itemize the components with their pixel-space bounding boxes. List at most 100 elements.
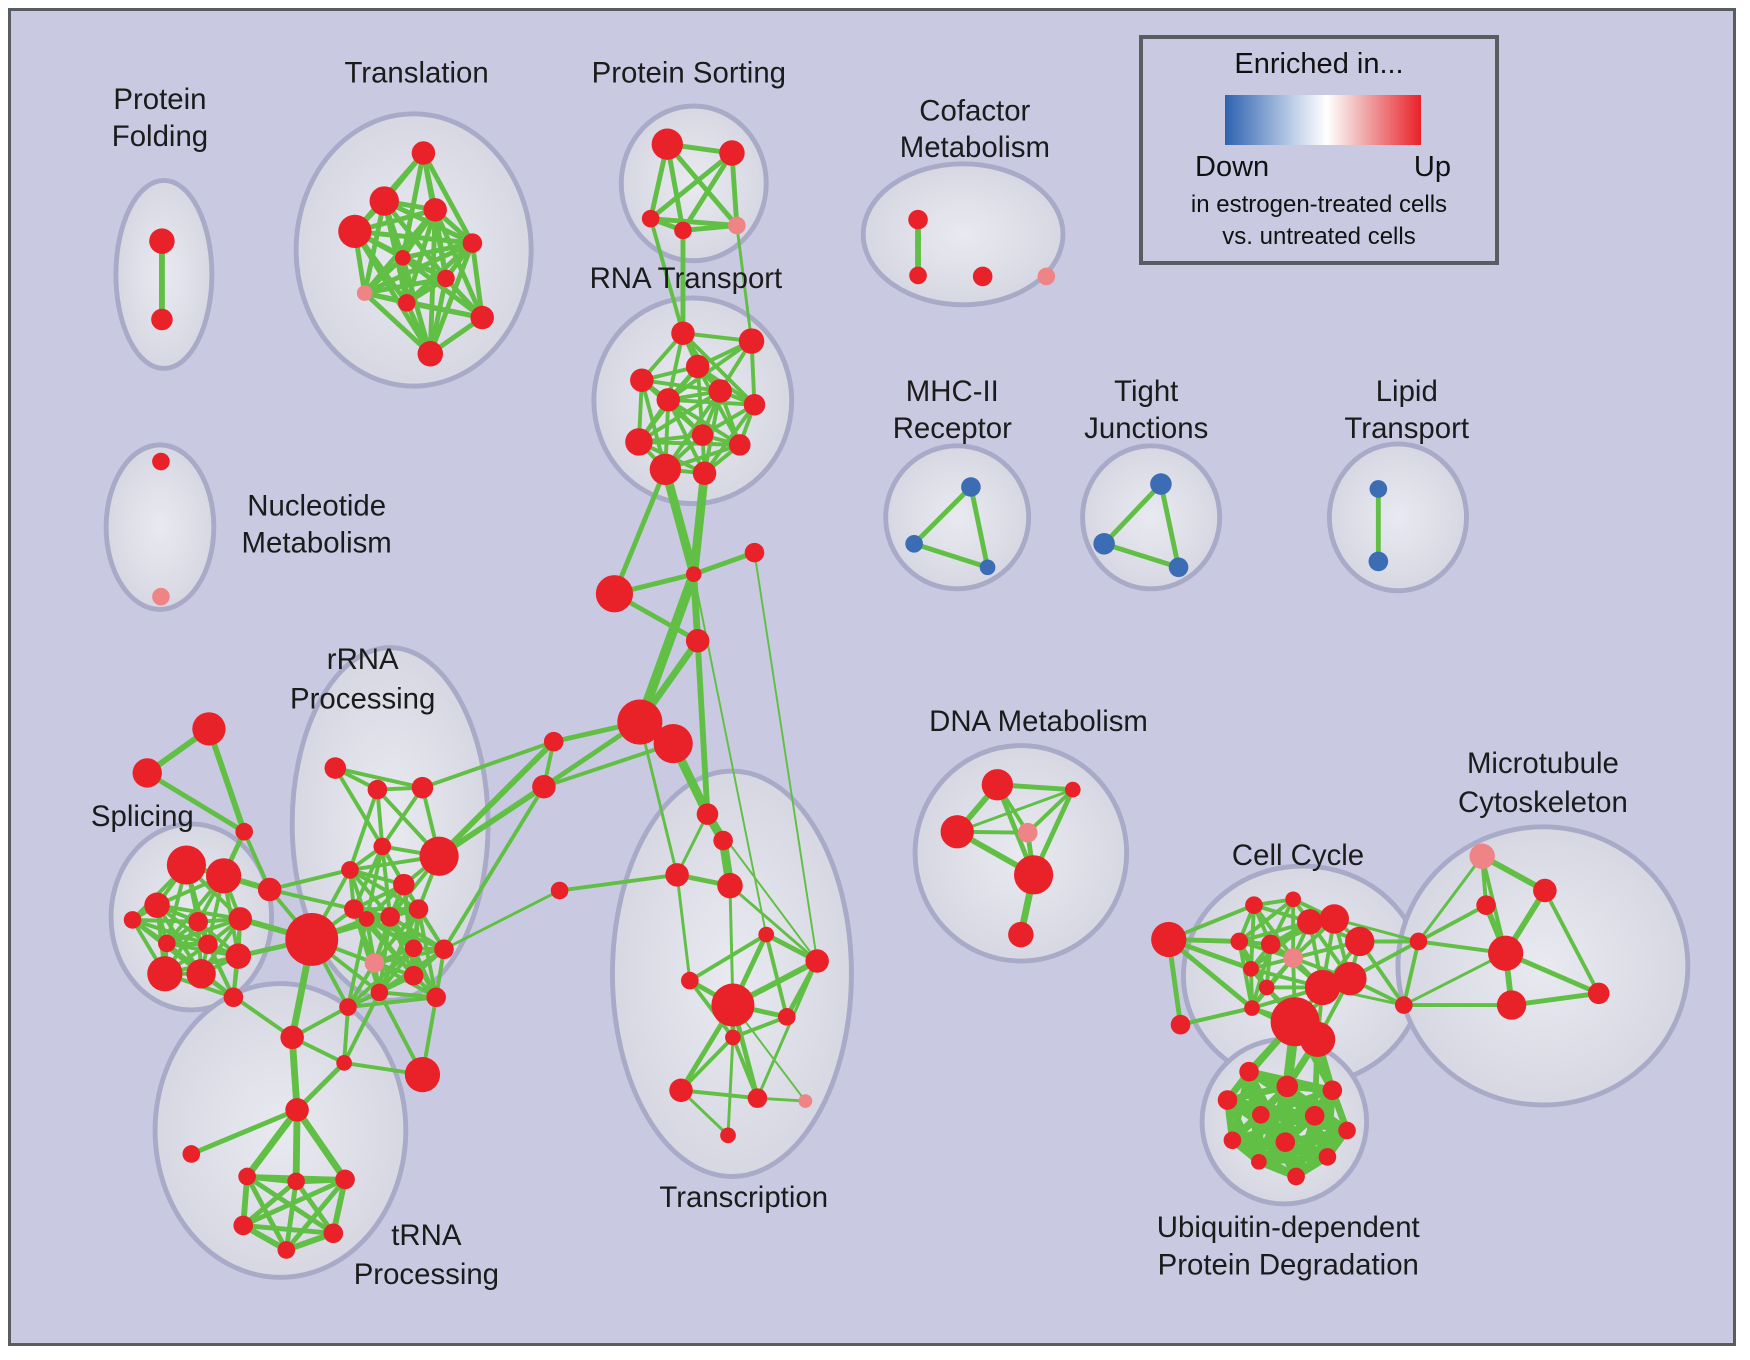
- node: [805, 949, 829, 973]
- node: [1322, 1080, 1343, 1101]
- edge: [1025, 787, 1075, 835]
- node: [685, 629, 710, 653]
- node: [1170, 1014, 1191, 1035]
- edge: [666, 397, 742, 447]
- edge: [267, 867, 352, 892]
- node: [335, 1169, 355, 1190]
- node: [419, 836, 459, 876]
- edge: [188, 1107, 300, 1157]
- cluster-label-splicing: Splicing: [91, 800, 194, 833]
- node: [1037, 267, 1056, 286]
- node: [1395, 996, 1413, 1014]
- node: [1008, 921, 1034, 948]
- edge: [377, 946, 416, 995]
- cluster-label-trna-processing: tRNA: [391, 1219, 462, 1252]
- cluster-label-tight-junctions: Tight: [1114, 375, 1178, 408]
- cluster-ellipse-mhc-ii-receptor: [883, 443, 1032, 592]
- edge: [1255, 1153, 1331, 1166]
- node: [369, 186, 399, 216]
- node: [641, 209, 660, 228]
- node: [651, 128, 683, 160]
- edge: [689, 468, 709, 579]
- node: [674, 221, 692, 240]
- edge: [362, 198, 387, 296]
- node: [206, 858, 242, 894]
- edge: [648, 150, 735, 222]
- edge: [240, 1176, 348, 1228]
- node: [1252, 1105, 1270, 1124]
- legend-up-label: Up: [1413, 151, 1451, 183]
- node: [691, 424, 714, 446]
- edge: [1237, 897, 1296, 944]
- edge: [362, 290, 433, 357]
- edge: [420, 739, 556, 790]
- node: [417, 341, 444, 367]
- cluster-label-rna-transport: RNA Transport: [590, 262, 783, 295]
- node: [1496, 990, 1527, 1020]
- node: [696, 803, 719, 825]
- node: [152, 587, 170, 606]
- edge: [638, 720, 679, 877]
- node: [397, 294, 416, 312]
- node: [940, 815, 974, 849]
- node: [1260, 934, 1281, 955]
- cluster-label-trna-processing: Processing: [354, 1258, 499, 1291]
- node: [1285, 891, 1301, 908]
- edge: [541, 741, 676, 789]
- figure-panel: Protein Folding Translation Protein Sorting…: [8, 8, 1736, 1346]
- edge: [557, 872, 680, 893]
- edge: [687, 978, 735, 1040]
- edge: [1250, 942, 1273, 1010]
- edge: [372, 907, 421, 965]
- node: [1230, 932, 1249, 951]
- node: [653, 724, 693, 764]
- node: [238, 1167, 256, 1186]
- node: [909, 266, 927, 285]
- node: [426, 987, 446, 1008]
- node: [462, 233, 483, 253]
- legend-gradient-bar: [1225, 95, 1421, 145]
- node: [1338, 1121, 1356, 1140]
- node: [720, 1127, 736, 1144]
- cluster-ellipse-lipid-transport: [1326, 441, 1469, 594]
- node: [669, 1078, 693, 1103]
- node: [692, 461, 717, 486]
- node: [1369, 480, 1388, 498]
- edge: [1158, 481, 1182, 570]
- node: [1223, 1131, 1242, 1150]
- edge: [442, 889, 562, 951]
- edge: [130, 917, 201, 924]
- edge: [634, 569, 699, 727]
- node: [149, 228, 175, 254]
- node: [437, 269, 455, 288]
- node: [277, 1241, 296, 1259]
- cluster-ellipse-tight-junctions: [1080, 443, 1223, 592]
- node: [719, 140, 745, 166]
- edge: [968, 484, 991, 570]
- node: [336, 1055, 352, 1071]
- node: [685, 354, 710, 379]
- cluster-label-protein-sorting: Protein Sorting: [592, 56, 786, 89]
- edge: [293, 1178, 336, 1236]
- node: [370, 983, 389, 1002]
- node: [1333, 962, 1367, 996]
- edge: [348, 787, 380, 872]
- cluster-label-ubiquitin-degradation: Protein Degradation: [1158, 1248, 1419, 1281]
- node: [729, 434, 751, 456]
- edge: [702, 402, 757, 476]
- cluster-label-microtubule-cytoskeleton: Cytoskeleton: [1458, 786, 1628, 819]
- node: [228, 907, 253, 931]
- node: [1587, 982, 1610, 1005]
- node: [225, 943, 252, 969]
- cluster-label-ubiquitin-degradation: Ubiquitin-dependent: [1157, 1211, 1420, 1244]
- node: [1287, 1167, 1305, 1186]
- edge: [164, 916, 243, 946]
- node: [324, 757, 347, 779]
- legend-caption-line1: in estrogen-treated cells: [1190, 191, 1448, 218]
- node: [1243, 961, 1259, 977]
- edge: [681, 331, 757, 407]
- node: [743, 393, 766, 416]
- edge: [436, 783, 547, 860]
- node: [1275, 1132, 1296, 1153]
- node: [192, 712, 226, 746]
